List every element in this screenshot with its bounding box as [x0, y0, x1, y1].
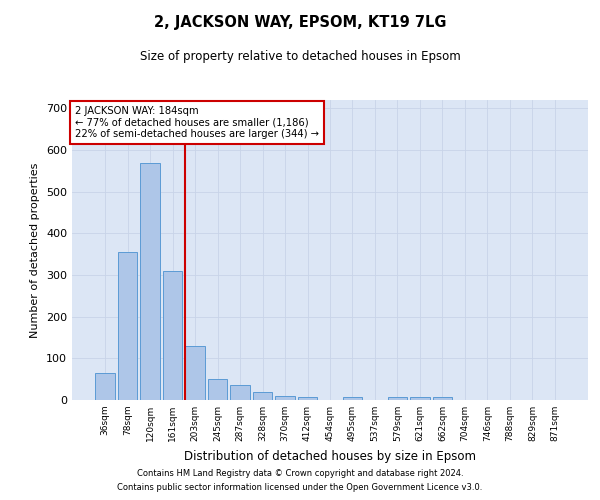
Y-axis label: Number of detached properties: Number of detached properties [31, 162, 40, 338]
X-axis label: Distribution of detached houses by size in Epsom: Distribution of detached houses by size … [184, 450, 476, 462]
Bar [95, 373, 115, 400]
Bar [163, 271, 182, 400]
Text: 2 JACKSON WAY: 184sqm
← 77% of detached houses are smaller (1,186)
22% of semi-d: 2 JACKSON WAY: 184sqm ← 77% of detached … [74, 106, 319, 139]
Bar [185, 346, 205, 400]
Bar [298, 396, 317, 400]
Bar [275, 396, 295, 400]
Text: Size of property relative to detached houses in Epsom: Size of property relative to detached ho… [140, 50, 460, 63]
Bar [410, 396, 430, 400]
Bar [253, 392, 272, 400]
Text: 2, JACKSON WAY, EPSOM, KT19 7LG: 2, JACKSON WAY, EPSOM, KT19 7LG [154, 15, 446, 30]
Bar [433, 396, 452, 400]
Bar [118, 252, 137, 400]
Bar [140, 162, 160, 400]
Bar [208, 379, 227, 400]
Bar [230, 386, 250, 400]
Text: Contains HM Land Registry data © Crown copyright and database right 2024.: Contains HM Land Registry data © Crown c… [137, 468, 463, 477]
Bar [388, 396, 407, 400]
Bar [343, 396, 362, 400]
Text: Contains public sector information licensed under the Open Government Licence v3: Contains public sector information licen… [118, 484, 482, 492]
